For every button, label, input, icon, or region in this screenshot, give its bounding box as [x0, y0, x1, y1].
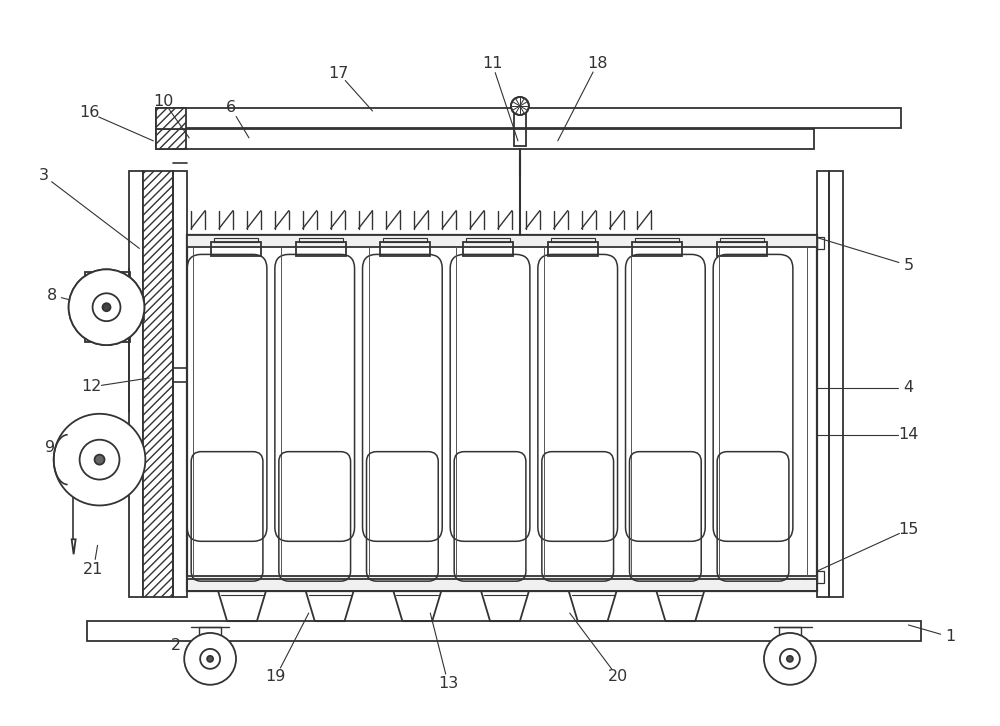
Circle shape [93, 293, 120, 321]
Text: 15: 15 [898, 522, 919, 537]
Circle shape [184, 633, 236, 685]
Bar [156, 129, 814, 149]
Circle shape [103, 303, 110, 311]
Text: 11: 11 [482, 56, 502, 70]
Text: 2: 2 [171, 638, 181, 653]
Circle shape [80, 440, 119, 480]
Circle shape [780, 649, 800, 669]
Bar [296, 242, 346, 256]
Text: 8: 8 [47, 287, 57, 303]
Bar [156, 108, 901, 128]
Text: 19: 19 [266, 669, 286, 685]
Bar [383, 238, 427, 242]
Bar [187, 235, 817, 591]
Bar [514, 106, 526, 146]
Bar [87, 621, 921, 641]
Circle shape [787, 656, 793, 662]
Bar [187, 576, 817, 591]
Bar [632, 242, 682, 256]
Bar [817, 237, 824, 250]
Bar [463, 242, 513, 256]
Bar [214, 238, 258, 242]
Bar [717, 242, 767, 256]
Circle shape [69, 269, 144, 345]
Circle shape [69, 269, 144, 345]
Bar [720, 238, 764, 242]
Text: 12: 12 [81, 380, 102, 394]
Bar [156, 108, 186, 129]
Bar [635, 238, 679, 242]
Bar [187, 235, 817, 248]
Circle shape [207, 656, 213, 662]
Circle shape [764, 633, 816, 685]
Bar [829, 171, 843, 597]
Bar [466, 238, 510, 242]
Circle shape [511, 97, 529, 115]
Text: 1: 1 [945, 629, 955, 645]
Text: 4: 4 [903, 380, 913, 396]
Text: 13: 13 [438, 676, 458, 691]
Bar [129, 171, 143, 597]
Text: 17: 17 [328, 65, 349, 81]
Bar [551, 238, 595, 242]
Bar [817, 171, 829, 597]
Text: 14: 14 [898, 427, 919, 442]
Bar [156, 129, 186, 149]
Text: 21: 21 [83, 562, 104, 576]
Bar [548, 242, 598, 256]
Bar [380, 242, 430, 256]
Text: 5: 5 [903, 258, 913, 273]
Text: 10: 10 [153, 94, 173, 108]
Circle shape [93, 293, 120, 321]
Polygon shape [72, 539, 76, 554]
Text: 6: 6 [226, 100, 236, 115]
Text: 3: 3 [39, 168, 49, 183]
Bar [143, 171, 173, 597]
Bar [173, 171, 187, 597]
Bar [779, 627, 801, 641]
Text: 9: 9 [45, 440, 55, 455]
Bar [211, 242, 261, 256]
Text: 18: 18 [587, 56, 608, 70]
Bar [817, 571, 824, 583]
Circle shape [103, 303, 110, 311]
Bar [85, 272, 130, 342]
Text: 16: 16 [79, 105, 100, 121]
Bar [299, 238, 343, 242]
Circle shape [200, 649, 220, 669]
Bar [199, 627, 221, 641]
Circle shape [54, 414, 145, 505]
Text: 20: 20 [607, 669, 628, 685]
Bar [187, 579, 817, 591]
Circle shape [95, 454, 105, 465]
